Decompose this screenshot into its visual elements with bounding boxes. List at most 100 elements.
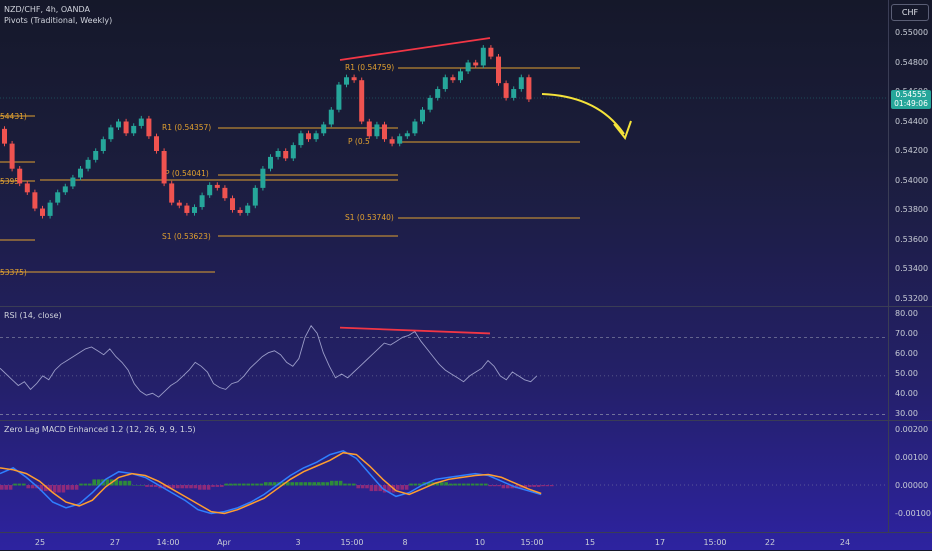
- macd-histogram-bar: [532, 485, 536, 487]
- price-scale-label: 0.53800: [895, 205, 929, 214]
- macd-histogram-bar: [242, 483, 246, 486]
- forecast-arrow: [541, 93, 625, 135]
- pane-separator[interactable]: [0, 420, 932, 421]
- macd-histogram-bar: [462, 483, 466, 486]
- price-scale-label: 0.54000: [895, 175, 929, 185]
- rsi-divergence-line: [339, 326, 491, 335]
- macd-histogram-bar: [541, 485, 545, 487]
- candle-body: [108, 127, 114, 140]
- candle-body: [9, 143, 15, 169]
- macd-histogram-bar: [387, 485, 391, 493]
- macd-histogram-bar: [70, 485, 74, 490]
- candle-body: [2, 128, 7, 144]
- price-scale-label: 0.53400: [895, 264, 929, 273]
- macd-histogram-bar: [30, 485, 35, 489]
- candle-body: [283, 151, 289, 159]
- candle-body: [93, 151, 99, 160]
- currency-button[interactable]: CHF: [891, 4, 929, 21]
- macd-histogram-bar: [189, 485, 193, 489]
- candle-body: [146, 118, 152, 137]
- candle-body: [70, 177, 76, 187]
- candle-body: [382, 124, 387, 140]
- time-axis-label: Apr: [217, 538, 231, 547]
- candle-body: [214, 184, 220, 188]
- rsi-scale-label: 70.00: [895, 329, 918, 338]
- bar-countdown: 01:49:06: [894, 99, 928, 108]
- price-scale-label: 0.53200: [895, 293, 929, 303]
- macd-histogram-bar: [435, 482, 440, 486]
- forecast-arrow-head: [613, 120, 632, 141]
- macd-histogram-bar: [136, 485, 140, 486]
- macd-histogram-bar: [96, 479, 101, 486]
- rsi-legend: RSI (14, close): [4, 311, 62, 320]
- rsi-scale[interactable]: 80.00 70.00 60.00 50.00 40.00 30.00: [888, 307, 932, 420]
- price-chart-pane[interactable]: 54431) 5395 53375) R1 (0.54357) P (0.54041) S…: [0, 0, 888, 306]
- candle-body: [222, 187, 228, 199]
- time-axis-label: 15: [584, 538, 596, 547]
- macd-histogram-bar: [154, 485, 158, 487]
- candle-body: [397, 136, 403, 144]
- macd-histogram-bar: [79, 483, 83, 486]
- macd-histogram-bar: [338, 480, 343, 486]
- rsi-scale-label: 40.00: [895, 389, 918, 398]
- candle-body: [359, 80, 365, 122]
- macd-histogram-bar: [365, 485, 369, 489]
- macd-histogram-bar: [356, 485, 360, 489]
- macd-histogram-bar: [523, 485, 528, 489]
- price-scale-label: 0.54200: [895, 146, 929, 155]
- candle-body: [336, 84, 342, 110]
- pane-separator[interactable]: [0, 306, 932, 307]
- last-price-tag: 0.54555 01:49:06: [891, 90, 931, 109]
- candle-body: [154, 136, 159, 151]
- macd-histogram-bar: [303, 482, 308, 486]
- macd-pane[interactable]: Zero Lag MACD Enhanced 1.2 (12, 26, 9, 9…: [0, 421, 888, 532]
- candle-body: [351, 77, 357, 81]
- macd-histogram-bar: [400, 485, 404, 490]
- candle-body: [252, 187, 258, 206]
- time-axis[interactable]: 25 27 14:00 Apr 3 15:00 8 10 15:00 15 17 15:00 22 24: [0, 532, 932, 551]
- macd-histogram-bar: [105, 479, 110, 486]
- macd-histogram-bar: [325, 482, 330, 486]
- candle-body: [17, 168, 23, 184]
- price-scale-label: 0.54400: [895, 116, 929, 126]
- time-axis-label: 14:00: [156, 538, 180, 547]
- macd-scale-label: 0.00200: [895, 425, 929, 434]
- pivot-label: 53375): [0, 268, 27, 277]
- macd-histogram-bar: [382, 485, 387, 493]
- candle-body: [268, 156, 273, 169]
- time-axis-label: 15:00: [520, 538, 544, 547]
- price-scale[interactable]: 0.550000.548000.546000.544000.542000.540…: [888, 0, 932, 306]
- macd-histogram-bar: [378, 485, 382, 492]
- macd-histogram-bar: [233, 483, 237, 486]
- candle-body: [420, 109, 425, 122]
- time-axis-label: 22: [764, 538, 776, 547]
- candle-body: [290, 145, 296, 159]
- macd-histogram-bar: [118, 480, 123, 486]
- macd-histogram-bar: [484, 483, 488, 486]
- time-axis-label: 3: [295, 538, 301, 547]
- macd-scale[interactable]: 0.00200 0.00100 0.00000 -0.00100: [888, 421, 932, 532]
- macd-histogram-bar: [246, 483, 250, 486]
- macd-histogram-bar: [286, 482, 290, 486]
- price-chart-svg[interactable]: 54431) 5395 53375) R1 (0.54357) P (0.54041) S…: [0, 0, 888, 306]
- macd-histogram-bar: [299, 482, 303, 486]
- rsi-pane[interactable]: RSI (14, close): [0, 307, 888, 420]
- macd-histogram-bar: [22, 483, 26, 486]
- macd-histogram-bar: [470, 483, 475, 486]
- time-axis-label: 8: [402, 538, 408, 547]
- pivot-label: P (0.54041): [165, 169, 209, 178]
- macd-histogram-bar: [510, 485, 514, 489]
- candle-body: [313, 133, 319, 140]
- macd-histogram-bar: [176, 485, 180, 489]
- macd-histogram-bar: [123, 480, 127, 486]
- candle-body: [458, 71, 463, 81]
- macd-histogram-bar: [127, 480, 132, 486]
- macd-histogram-bar: [180, 485, 184, 489]
- time-axis-label: 17: [654, 538, 666, 547]
- candle-body: [496, 56, 501, 84]
- macd-histogram-bar: [426, 482, 431, 486]
- macd-scale-label: 0.00000: [895, 481, 929, 490]
- candle-body: [412, 121, 418, 134]
- macd-histogram-bar: [343, 483, 347, 486]
- macd-histogram-bar: [184, 485, 189, 489]
